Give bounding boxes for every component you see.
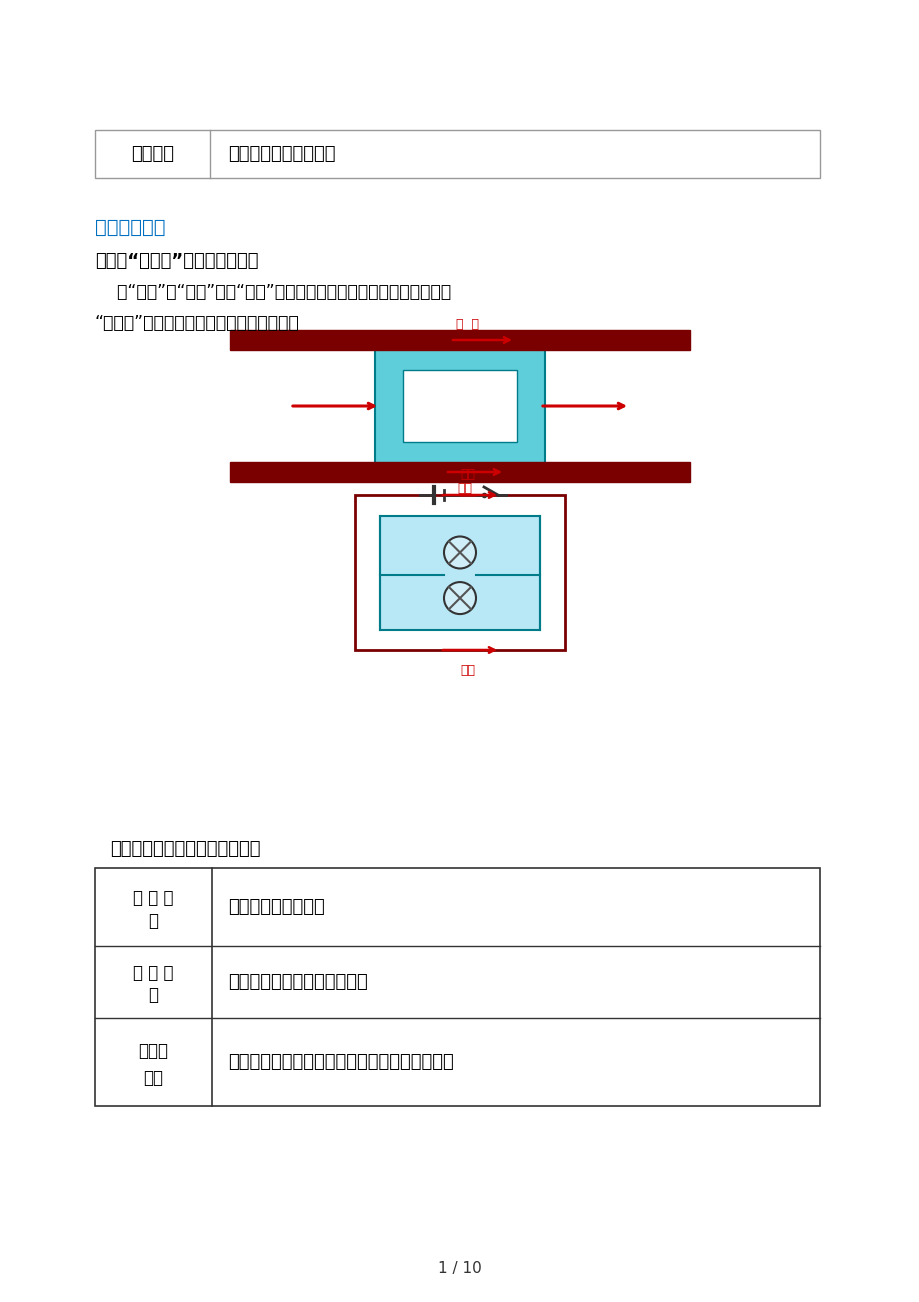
Bar — [230, 462, 689, 482]
Text: 一、用“类比法”认识电流规律：: 一、用“类比法”认识电流规律： — [95, 253, 258, 270]
Bar — [375, 342, 544, 470]
Text: 并联电路的电流规律是什么？: 并联电路的电流规律是什么？ — [228, 973, 368, 991]
Circle shape — [444, 582, 475, 615]
Text: 假设: 假设 — [143, 1069, 164, 1087]
Bar — [403, 370, 516, 441]
Text: 二、探究并联电路的电流规律：: 二、探究并联电路的电流规律： — [110, 840, 260, 858]
Text: 电流: 电流 — [460, 664, 475, 677]
Text: 猜想与: 猜想与 — [139, 1043, 168, 1060]
Text: 并联电路中的电流规律: 并联电路中的电流规律 — [228, 145, 335, 163]
Text: 初中物理: 初中物理 — [130, 145, 174, 163]
Text: “类比法”是物理学中一种重要的研究方法。: “类比法”是物理学中一种重要的研究方法。 — [95, 314, 300, 332]
Text: 1 / 10: 1 / 10 — [437, 1260, 482, 1276]
Bar — [355, 495, 564, 650]
Text: 并联电路的电流规律: 并联电路的电流规律 — [228, 898, 324, 917]
Text: 提 出 问: 提 出 问 — [133, 965, 174, 983]
Text: 水流: 水流 — [457, 482, 472, 495]
Bar — [230, 329, 689, 350]
Text: 节: 节 — [148, 911, 158, 930]
Text: 将“电流”与“水流”进行“类比”，从而可以更直观地认识电流的规律。: 将“电流”与“水流”进行“类比”，从而可以更直观地认识电流的规律。 — [95, 283, 450, 301]
Text: 在并联电路中，干路中电流等于各支路电流之和: 在并联电路中，干路中电流等于各支路电流之和 — [228, 1053, 453, 1072]
Bar — [380, 516, 539, 630]
Text: 《考点精讲》: 《考点精讲》 — [95, 217, 165, 237]
Text: 水  流: 水 流 — [456, 318, 479, 331]
Text: 电流: 电流 — [460, 469, 475, 482]
Bar — [95, 130, 819, 178]
Text: 题: 题 — [148, 986, 158, 1004]
Circle shape — [444, 536, 475, 569]
Text: 探 究 环: 探 究 环 — [133, 889, 174, 906]
Bar — [95, 868, 819, 1105]
